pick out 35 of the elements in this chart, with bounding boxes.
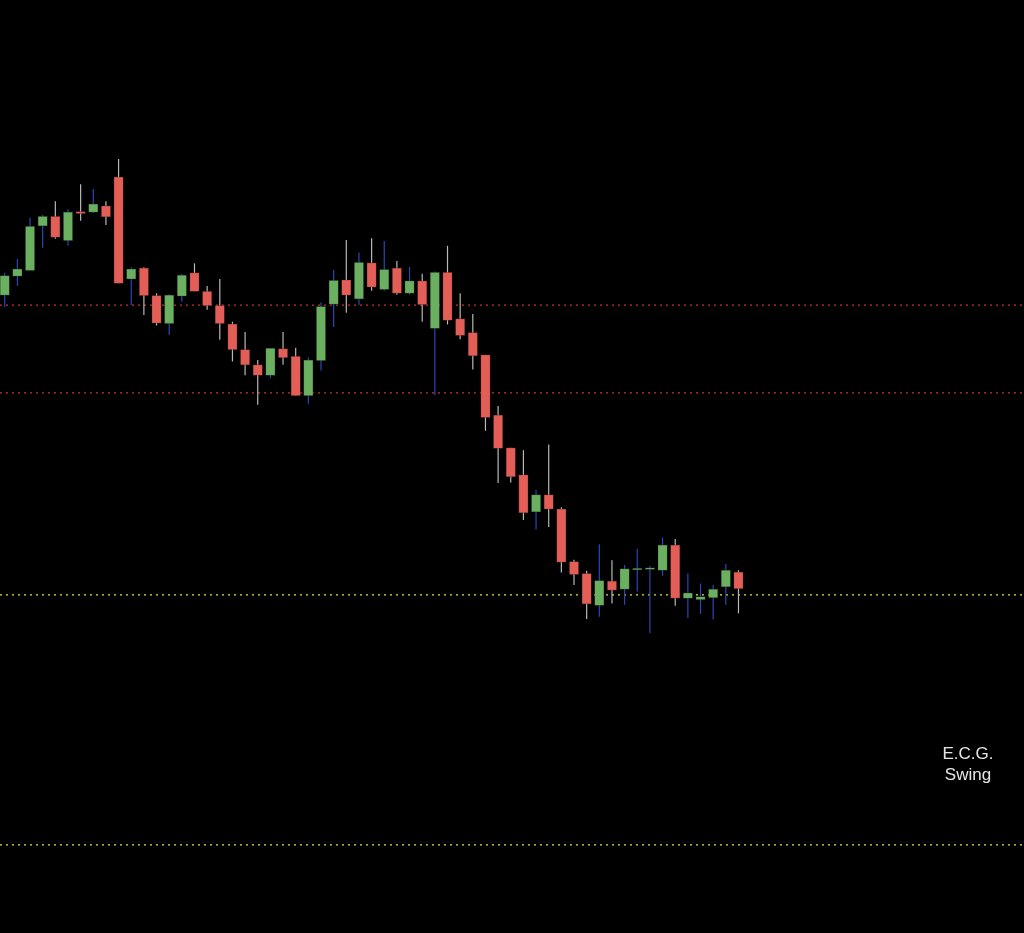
candlestick: [455, 292, 466, 340]
candlestick: [88, 188, 99, 214]
candlestick: [379, 240, 390, 292]
candlestick: [645, 565, 655, 634]
candlestick: [126, 266, 137, 306]
candlestick: [531, 489, 541, 531]
candlestick: [12, 258, 23, 287]
candlestick: [695, 582, 706, 615]
candlestick: [50, 200, 61, 240]
candlestick: [252, 359, 263, 406]
candlestick: [240, 331, 251, 376]
candlestick: [0, 272, 10, 308]
candlestick: [733, 569, 744, 614]
candlestick: [404, 266, 415, 296]
candlestick: [569, 559, 579, 586]
candlestick: [720, 563, 731, 606]
candlestick: [682, 572, 693, 619]
candlestick: [467, 313, 478, 371]
candlestick: [202, 285, 213, 311]
candlestick: [543, 443, 554, 528]
candlestick: [214, 278, 225, 341]
candlestick: [101, 200, 111, 226]
candlestick: [189, 262, 200, 292]
candlestick: [328, 269, 339, 328]
text: E.C.G. Swing: [942, 744, 994, 784]
candlestick: [619, 564, 630, 606]
candlestick: [607, 559, 617, 605]
candlestick: [176, 273, 187, 303]
candlestick: [37, 214, 48, 249]
candlestick: [417, 273, 428, 323]
candlestick: [341, 239, 352, 314]
candlestick: [75, 183, 86, 222]
candlestick: [708, 584, 719, 621]
candlestick: [632, 548, 643, 593]
candlestick: [278, 331, 288, 366]
